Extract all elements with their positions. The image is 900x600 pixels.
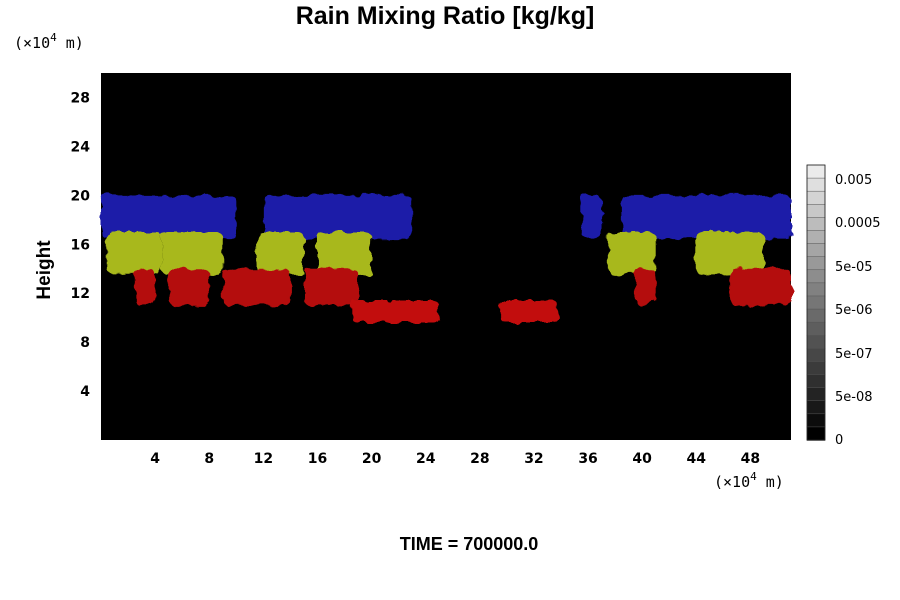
x-unit-suffix: m) — [757, 473, 784, 491]
layer-blue-segment — [621, 195, 791, 239]
layer-yellow-green-segment — [107, 232, 162, 275]
y-tick-label: 12 — [71, 286, 90, 302]
chart-title: Rain Mixing Ratio [kg/kg] — [296, 2, 595, 30]
colorbar-step — [806, 348, 826, 363]
colorbar-step — [806, 190, 826, 206]
layer-red-segment — [635, 268, 656, 306]
x-unit-prefix: (×10 — [714, 473, 750, 491]
colorbar-step — [806, 308, 826, 323]
x-tick-label: 44 — [687, 451, 707, 467]
x-tick-label: 32 — [524, 451, 543, 467]
x-tick-label: 28 — [470, 451, 489, 467]
colorbar-step — [806, 256, 826, 271]
y-tick-label: 16 — [71, 237, 90, 253]
colorbar-labels: 0.005 0.0005 5e-05 5e-06 5e-07 5e-08 0 — [835, 173, 881, 448]
colorbar-frame — [806, 164, 826, 441]
layer-red-segment — [134, 268, 156, 306]
y-unit-suffix: m) — [57, 34, 84, 52]
layer-red-segment — [730, 268, 791, 306]
layer-yellow-green-segment — [608, 232, 656, 275]
precipitation-layers — [101, 195, 791, 323]
x-unit-exponent: 4 — [750, 470, 757, 483]
colorbar-step — [806, 282, 826, 297]
layer-yellow-green-segment — [161, 232, 223, 275]
time-label: TIME = 700000.0 — [400, 534, 539, 554]
layer-red-segment — [168, 268, 210, 306]
x-tick-label: 36 — [578, 451, 597, 467]
x-tick-label: 40 — [632, 451, 652, 467]
colorbar-step — [806, 295, 826, 310]
y-tick-label: 28 — [71, 90, 90, 106]
x-tick-label: 12 — [254, 451, 273, 467]
layer-yellow-green-segment — [256, 232, 304, 275]
x-tick-label: 4 — [150, 451, 160, 467]
colorbar-step — [806, 230, 826, 245]
layer-blue-segment — [581, 195, 602, 239]
x-tick-label: 24 — [416, 451, 436, 467]
colorbar-step — [806, 413, 826, 428]
layer-blue-segment — [101, 195, 237, 239]
colorbar-label: 5e-06 — [835, 303, 873, 318]
y-unit-prefix: (×10 — [14, 34, 50, 52]
y-axis-label: Height — [34, 240, 55, 300]
x-axis-unit: (×104 m) — [714, 470, 784, 491]
colorbar-step — [806, 374, 826, 389]
colorbar-label: 0 — [835, 433, 843, 448]
colorbar-label: 0.0005 — [835, 216, 881, 231]
colorbar-step — [806, 361, 826, 376]
colorbar-step — [806, 243, 826, 258]
x-tick-label: 48 — [741, 451, 760, 467]
x-tick-labels: 4 8 12 16 20 24 28 32 36 40 44 48 — [150, 451, 760, 467]
y-tick-label: 20 — [71, 188, 91, 204]
y-unit-exponent: 4 — [50, 31, 57, 44]
colorbar-step — [806, 177, 826, 192]
colorbar-label: 0.005 — [835, 173, 872, 188]
colorbar-label: 5e-07 — [835, 347, 873, 362]
colorbar-step — [806, 217, 826, 232]
layer-blue-segment — [263, 195, 413, 239]
x-tick-label: 16 — [308, 451, 327, 467]
colorbar-step — [806, 334, 826, 350]
y-axis-unit: (×104 m) — [14, 31, 84, 52]
layer-yellow-green-segment — [317, 232, 372, 275]
colorbar — [806, 164, 826, 441]
layer-red-segment — [222, 268, 291, 306]
colorbar-step — [806, 387, 826, 402]
y-tick-labels: 4 8 12 16 20 24 28 — [71, 90, 91, 400]
layer-red-segment — [303, 268, 359, 306]
y-tick-label: 4 — [80, 384, 90, 400]
colorbar-label: 5e-08 — [835, 390, 873, 405]
colorbar-step — [806, 400, 826, 415]
colorbar-label: 5e-05 — [835, 260, 873, 275]
x-tick-label: 8 — [204, 451, 214, 467]
layer-red-low-segment — [351, 300, 440, 323]
x-tick-label: 20 — [362, 451, 382, 467]
layer-yellow-green-segment — [696, 232, 764, 275]
y-tick-label: 24 — [71, 139, 91, 155]
colorbar-step — [806, 269, 826, 284]
layer-red-low-segment — [500, 300, 559, 323]
colorbar-step — [806, 426, 826, 441]
y-tick-label: 8 — [80, 335, 90, 351]
colorbar-step — [806, 164, 826, 179]
colorbar-step — [806, 204, 826, 219]
colorbar-step — [806, 321, 826, 336]
